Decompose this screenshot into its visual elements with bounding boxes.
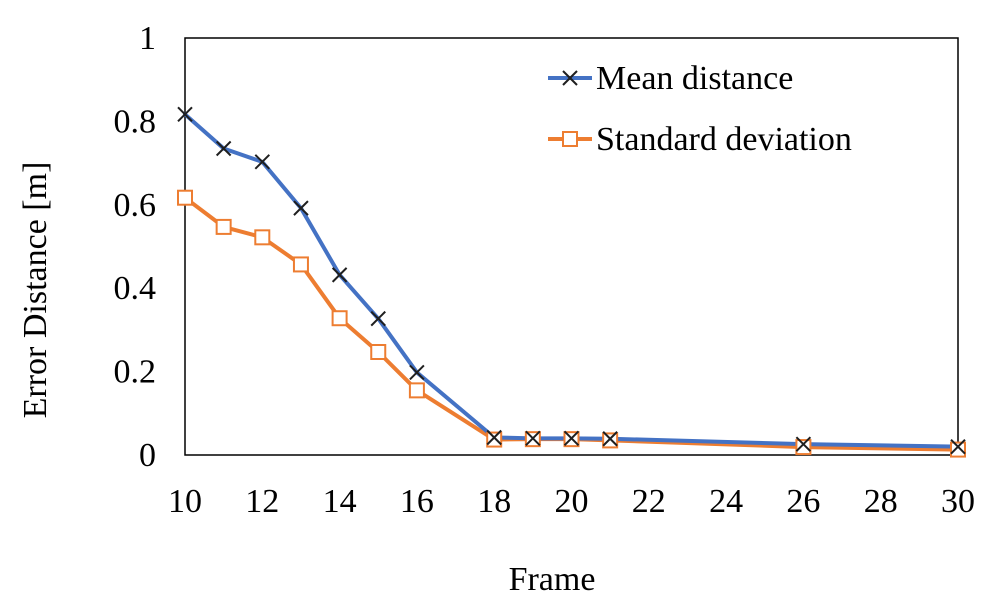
legend-label: Mean distance: [596, 60, 793, 97]
x-tick-labels: 10 12 14 16 18 20 22 24 26 28 30: [168, 483, 975, 520]
data-point-x-marker: [370, 310, 386, 327]
data-point-x-marker: [215, 140, 232, 157]
data-point-square-marker: [562, 131, 578, 147]
data-point-square-marker: [795, 439, 812, 456]
data-point-square-marker: [602, 432, 619, 449]
data-point-x-marker: [950, 438, 966, 455]
x-tick-label: 24: [709, 483, 743, 520]
plot-area: [184, 37, 959, 456]
data-point-square-marker: [215, 218, 232, 235]
y-tick-label: 0.8: [114, 103, 157, 140]
x-tick-label: 10: [168, 483, 202, 520]
x-tick-label: 28: [864, 483, 898, 520]
data-point-square-marker: [950, 441, 966, 458]
series-line-mean-distance: [183, 112, 960, 449]
data-point-square-marker: [292, 256, 309, 273]
data-point-square-marker: [177, 189, 193, 206]
y-tick-label: 0: [139, 437, 156, 474]
data-point-square-marker: [370, 344, 387, 361]
legend-label: Standard deviation: [596, 121, 852, 158]
data-point-x-marker: [331, 267, 348, 283]
data-point-x-marker: [293, 200, 309, 216]
y-axis-title: Error Distance [m]: [17, 162, 54, 419]
data-point-square-marker: [254, 229, 271, 246]
x-tick-label: 26: [786, 483, 820, 520]
legend: Mean distance Standard deviation: [548, 60, 852, 158]
data-point-square-marker: [486, 431, 503, 448]
data-point-x-marker: [486, 429, 502, 446]
x-tick-label: 12: [245, 483, 279, 520]
y-tick-label: 0.4: [114, 270, 157, 307]
data-point-x-marker: [563, 430, 580, 447]
data-point-square-marker: [408, 382, 425, 399]
data-point-square-marker: [331, 310, 348, 327]
data-point-x-marker: [525, 430, 541, 447]
legend-item: Standard deviation: [548, 121, 852, 158]
series-lines: [183, 112, 960, 452]
x-tick-label: 18: [477, 483, 511, 520]
y-tick-label: 1: [139, 20, 156, 57]
x-tick-label: 20: [555, 483, 589, 520]
data-point-x-marker: [562, 70, 578, 86]
x-tick-label: 14: [323, 483, 357, 520]
data-point-x-marker: [602, 431, 618, 447]
data-point-x-marker: [254, 154, 271, 170]
data-point-x-marker: [409, 364, 425, 381]
data-point-x-marker: [795, 436, 812, 452]
x-tick-label: 22: [632, 483, 666, 520]
legend-item: Mean distance: [548, 60, 793, 97]
y-tick-label: 0.6: [114, 187, 157, 224]
x-tick-label: 30: [941, 483, 975, 520]
series-markers: [177, 106, 966, 458]
y-tick-labels: 0 0.2 0.4 0.6 0.8 1: [114, 20, 157, 474]
series-line-standard-deviation: [183, 195, 960, 452]
x-axis-title: Frame: [509, 561, 596, 598]
data-point-x-marker: [177, 106, 193, 123]
x-tick-label: 16: [400, 483, 434, 520]
y-tick-label: 0.2: [114, 354, 157, 391]
